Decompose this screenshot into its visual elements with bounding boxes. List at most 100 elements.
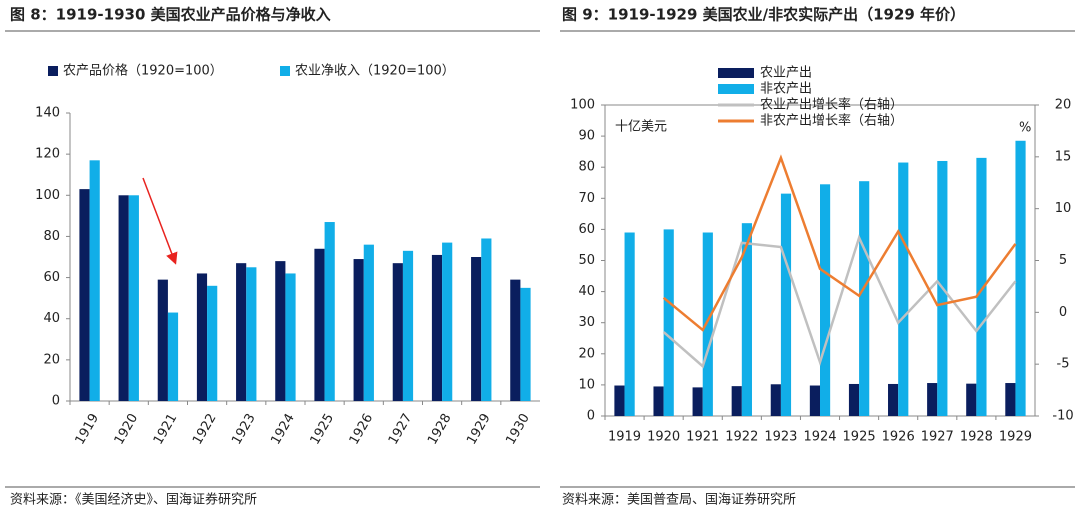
- bar: [363, 244, 374, 401]
- x-tick-label: 1922: [725, 430, 758, 445]
- y-tick-label: 140: [35, 106, 60, 121]
- bar: [471, 257, 482, 401]
- legend-label: 农业产出: [760, 66, 812, 81]
- unit-label: 十亿美元: [615, 120, 667, 135]
- x-tick-label: 1923: [229, 411, 259, 447]
- bar: [898, 162, 909, 416]
- y-tick-label: 40: [43, 311, 60, 326]
- x-tick-label: 1924: [268, 411, 298, 447]
- bar: [392, 263, 403, 401]
- bar: [1005, 383, 1016, 416]
- bar: [246, 267, 257, 401]
- x-tick-label: 1920: [647, 430, 680, 445]
- y2-tick-label: 10: [1055, 201, 1072, 216]
- y2-tick-label: 20: [1055, 98, 1072, 113]
- chart-title: 图 8：1919-1930 美国农业产品价格与净收入: [10, 6, 331, 24]
- bar: [624, 232, 635, 416]
- bar: [402, 250, 414, 401]
- legend-label: 非农产出: [760, 82, 812, 97]
- legend-swatch: [280, 66, 290, 76]
- bar: [663, 229, 674, 416]
- bar: [196, 273, 208, 401]
- bar: [442, 242, 453, 401]
- x-tick-label: 1919: [608, 430, 641, 445]
- x-tick-label: 1928: [425, 411, 455, 447]
- bar: [128, 195, 139, 401]
- y-tick-label: 30: [578, 315, 595, 330]
- legend-swatch: [718, 84, 754, 94]
- x-tick-label: 1919: [73, 411, 103, 447]
- bar: [520, 287, 531, 401]
- x-tick-label: 1925: [308, 411, 338, 447]
- bar: [859, 181, 870, 416]
- bar: [89, 160, 100, 401]
- legend-label: 农业产出增长率（右轴）: [760, 97, 903, 113]
- bar: [1015, 140, 1026, 416]
- x-tick-label: 1926: [882, 430, 915, 445]
- y2-tick-label: 0: [1059, 305, 1067, 320]
- bar: [79, 189, 90, 401]
- x-tick-label: 1930: [503, 411, 533, 447]
- x-tick-label: 1929: [464, 411, 494, 447]
- bar: [820, 184, 831, 416]
- y-tick-label: 90: [578, 129, 595, 144]
- y-tick-label: 20: [578, 346, 595, 361]
- x-tick-label: 1921: [151, 411, 181, 447]
- y2-tick-label: -10: [1052, 409, 1073, 424]
- bar: [966, 383, 977, 416]
- bar: [702, 232, 713, 416]
- line: [662, 234, 1017, 369]
- legend-swatch: [48, 66, 58, 76]
- y-tick-label: 60: [43, 270, 60, 285]
- y-tick-label: 0: [587, 409, 595, 424]
- bar: [614, 385, 625, 416]
- annotation-arrow: [142, 177, 178, 265]
- y-tick-label: 120: [35, 147, 60, 162]
- y-tick-label: 40: [578, 284, 595, 299]
- bar: [236, 263, 247, 401]
- bar: [157, 279, 168, 401]
- bar: [314, 248, 325, 401]
- bar: [207, 285, 218, 401]
- x-tick-label: 1920: [112, 411, 142, 447]
- bar: [692, 387, 703, 416]
- bar: [275, 261, 286, 401]
- legend-label: 农业净收入（1920=100）: [295, 64, 455, 79]
- x-tick-label: 1927: [386, 411, 416, 447]
- bar: [848, 383, 860, 416]
- source: 资料来源：《美国经济史》、国海证券研究所: [10, 492, 257, 508]
- y-tick-label: 50: [578, 253, 595, 268]
- y2-tick-label: 15: [1055, 149, 1072, 164]
- bar: [167, 312, 179, 401]
- y2-unit-label: %: [1019, 121, 1031, 136]
- legend-label: 非农产出增长率（右轴）: [760, 113, 903, 129]
- bar: [510, 279, 521, 401]
- x-tick-label: 1925: [843, 430, 876, 445]
- legend-label: 农产品价格（1920=100）: [63, 63, 223, 79]
- bar: [927, 383, 938, 416]
- x-tick-label: 1929: [999, 430, 1032, 445]
- y-tick-label: 60: [578, 222, 595, 237]
- x-tick-label: 1927: [921, 430, 954, 445]
- y-tick-label: 100: [570, 98, 595, 113]
- bar: [481, 238, 492, 401]
- y-tick-label: 100: [35, 188, 60, 203]
- line: [662, 154, 1017, 332]
- chart-title: 图 9：1919-1929 美国农业/非农实际产出（1929 年价）: [562, 6, 965, 24]
- y-tick-label: 80: [43, 229, 60, 244]
- x-tick-label: 1922: [190, 411, 220, 447]
- legend-swatch: [718, 68, 754, 78]
- bar: [285, 273, 296, 401]
- y-tick-label: 0: [52, 394, 60, 409]
- bar: [653, 386, 664, 416]
- y-tick-label: 80: [578, 160, 595, 175]
- bar: [731, 386, 742, 416]
- x-tick-label: 1928: [960, 430, 993, 445]
- y2-tick-label: 5: [1059, 253, 1067, 268]
- bar: [770, 384, 781, 416]
- y-tick-label: 10: [578, 377, 595, 392]
- bar: [976, 157, 987, 416]
- bar: [324, 222, 335, 401]
- x-tick-label: 1921: [686, 430, 719, 445]
